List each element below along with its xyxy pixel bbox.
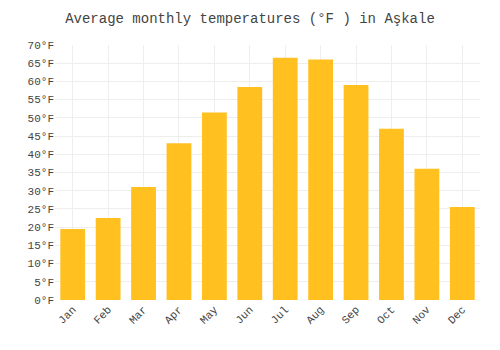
svg-text:20°F: 20°F <box>28 222 54 234</box>
svg-text:Nov: Nov <box>410 304 433 327</box>
svg-text:Jul: Jul <box>269 304 291 326</box>
svg-text:Dec: Dec <box>446 304 468 326</box>
svg-text:60°F: 60°F <box>28 76 54 88</box>
svg-text:25°F: 25°F <box>28 204 54 216</box>
svg-text:40°F: 40°F <box>28 149 54 161</box>
svg-text:65°F: 65°F <box>28 58 54 70</box>
svg-text:55°F: 55°F <box>28 94 54 106</box>
svg-text:15°F: 15°F <box>28 240 54 252</box>
svg-text:35°F: 35°F <box>28 167 54 179</box>
svg-text:Sep: Sep <box>340 304 362 326</box>
svg-text:Apr: Apr <box>162 304 184 326</box>
svg-text:0°F: 0°F <box>34 295 54 307</box>
svg-text:Oct: Oct <box>375 304 397 326</box>
svg-text:Aug: Aug <box>304 304 326 326</box>
svg-text:30°F: 30°F <box>28 186 54 198</box>
svg-text:Average monthly temperatures (: Average monthly temperatures (°F ) in Aş… <box>65 11 435 27</box>
svg-text:10°F: 10°F <box>28 258 54 270</box>
svg-text:Jun: Jun <box>233 304 255 326</box>
svg-text:70°F: 70°F <box>28 40 54 52</box>
svg-text:5°F: 5°F <box>34 277 54 289</box>
svg-text:Feb: Feb <box>92 304 114 326</box>
svg-text:45°F: 45°F <box>28 131 54 143</box>
svg-text:May: May <box>198 304 221 327</box>
svg-text:Mar: Mar <box>127 304 149 326</box>
svg-text:Jan: Jan <box>56 304 78 326</box>
svg-text:50°F: 50°F <box>28 113 54 125</box>
